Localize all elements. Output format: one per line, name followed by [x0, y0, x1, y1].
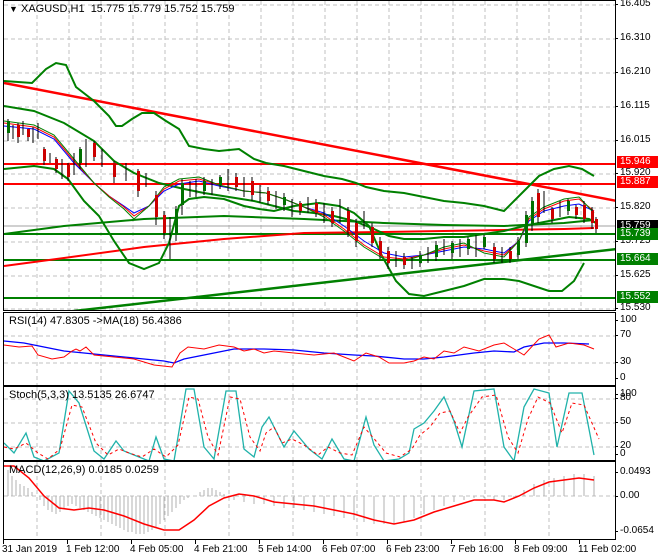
symbol-label: XAGUSD,H1	[20, 3, 85, 15]
support-label-1: 15.739	[617, 228, 658, 240]
time-label: 1 Feb 12:00	[66, 544, 120, 555]
price-tick: 15.820	[615, 201, 651, 212]
price-tick: 16.405	[615, 0, 651, 9]
price-axis: 16.405 16.310 16.210 16.115 16.015 15.92…	[615, 0, 660, 313]
price-tick: 15.530	[615, 302, 651, 313]
ohlc-values: 15.775 15.779 15.752 15.759	[90, 3, 235, 15]
support-label-2: 15.664	[617, 253, 658, 265]
rsi-axis: 100 70 30 0	[614, 312, 660, 386]
stoch-chart-svg	[4, 387, 615, 460]
price-tick: 16.210	[615, 66, 651, 77]
price-tick: 15.920	[615, 167, 651, 178]
time-label: 31 Jan 2019	[2, 544, 58, 555]
time-label: 5 Feb 14:00	[258, 544, 312, 555]
rsi-title: RSI(14) 47.8305 ->MA(18) 56.4386	[9, 315, 182, 327]
time-label: 11 Feb 02:00	[578, 544, 637, 555]
chart-header: ▼ XAGUSD,H1 15.775 15.779 15.752 15.759	[9, 3, 234, 15]
price-tick: 16.115	[615, 100, 650, 111]
triangle-down-icon[interactable]: ▼	[9, 4, 18, 14]
rsi-pane[interactable]: RSI(14) 47.8305 ->MA(18) 56.4386	[3, 312, 616, 386]
stoch-tick: 20	[614, 440, 632, 451]
stoch-tick: 100	[615, 388, 637, 399]
price-tick: 16.310	[615, 32, 651, 43]
macd-axis: 0.0493 0.00 -0.0654	[614, 461, 660, 540]
macd-tick: 0.0493	[615, 466, 651, 477]
price-tick: 15.725	[615, 235, 651, 246]
time-label: 4 Feb 05:00	[130, 544, 184, 555]
time-label: 6 Feb 23:00	[386, 544, 440, 555]
time-label: 6 Feb 07:00	[322, 544, 376, 555]
price-chart-pane[interactable]: ▼ XAGUSD,H1 15.775 15.779 15.752 15.759	[3, 0, 616, 311]
price-tick: 15.625	[615, 269, 651, 280]
macd-pane[interactable]: MACD(12,26,9) 0.0185 0.0259	[3, 461, 616, 540]
rsi-chart-svg	[4, 313, 615, 385]
rsi-tick: 0	[615, 372, 626, 383]
time-label: 8 Feb 09:00	[514, 544, 568, 555]
macd-title: MACD(12,26,9) 0.0185 0.0259	[9, 464, 159, 476]
rsi-tick: 70	[614, 329, 632, 340]
rsi-tick: 100	[615, 314, 637, 325]
resistance-label-1: 15.946	[617, 156, 658, 168]
stoch-tick: 50	[614, 416, 632, 427]
support-label-3: 15.552	[617, 291, 658, 303]
time-label: 7 Feb 16:00	[450, 544, 504, 555]
macd-tick: 0.00	[614, 490, 640, 501]
stoch-axis: 100 80 50 20 0	[614, 386, 660, 461]
macd-tick: -0.0654	[615, 525, 654, 536]
time-axis: 31 Jan 2019 1 Feb 12:00 4 Feb 05:00 4 Fe…	[0, 540, 660, 560]
price-tick: 16.015	[615, 134, 651, 145]
stochastic-pane[interactable]: Stoch(5,3,3) 13.5135 26.6747	[3, 386, 616, 461]
resistance-label-2: 15.887	[617, 176, 658, 188]
rsi-tick: 30	[614, 356, 632, 367]
stoch-tick: 0	[615, 448, 626, 459]
price-chart-svg	[4, 1, 615, 310]
macd-chart-svg	[4, 462, 615, 539]
time-label: 4 Feb 21:00	[194, 544, 248, 555]
stoch-title: Stoch(5,3,3) 13.5135 26.6747	[9, 389, 155, 401]
stoch-tick: 80	[614, 392, 632, 403]
